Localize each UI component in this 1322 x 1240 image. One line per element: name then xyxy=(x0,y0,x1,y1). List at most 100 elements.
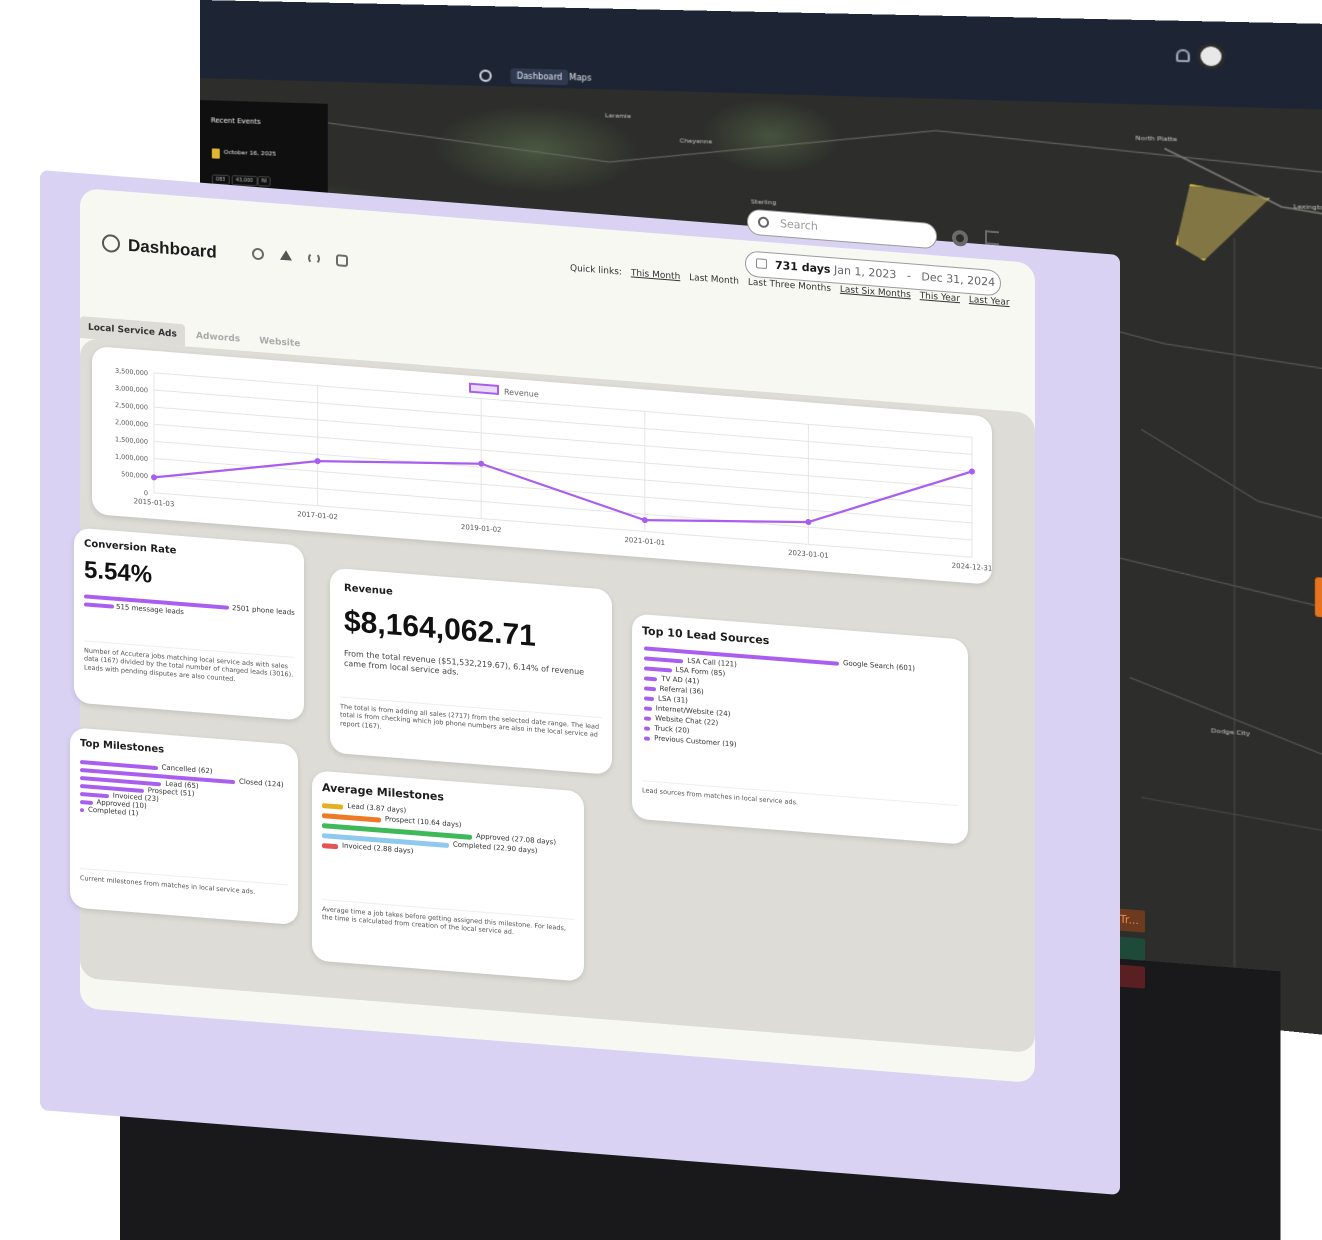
lead-sources-footnote: Lead sources from matches in local servi… xyxy=(642,780,958,820)
average-milestones-card: Average Milestones Lead (3.87 days) Prosp… xyxy=(312,770,584,982)
bar-label: Google Search (601) xyxy=(843,659,916,673)
bar-label: TV AD (41) xyxy=(661,674,700,686)
legend-swatch xyxy=(469,382,499,395)
x-tick-label: 2023-01-01 xyxy=(788,548,829,560)
report-icon[interactable] xyxy=(336,254,348,268)
bar xyxy=(644,656,684,664)
logo-icon xyxy=(102,233,120,254)
y-tick-label: 1,500,000 xyxy=(115,435,148,446)
adwords-icon[interactable] xyxy=(280,249,292,261)
gear-icon[interactable] xyxy=(952,229,968,247)
bar-label: Truck (20) xyxy=(654,724,690,735)
card-title: Conversion Rate xyxy=(84,538,177,557)
revenue-description: From the total revenue ($51,532,219.67),… xyxy=(344,648,585,678)
revenue-value: $8,164,062.71 xyxy=(344,604,536,653)
x-tick-label: 2015-01-03 xyxy=(134,496,175,508)
recent-events-title: Recent Events xyxy=(210,116,261,126)
dashboard-window: Dashboard Search 731 days Jan 1, 2023 - … xyxy=(70,188,1035,1084)
legend-label: Revenue xyxy=(504,387,539,399)
map-label-laramie: Laramie xyxy=(605,112,631,121)
bar-label: Prospect (10.64 days) xyxy=(384,814,462,830)
top-milestones-footnote: Current milestones from matches in local… xyxy=(80,868,288,899)
revenue-line xyxy=(153,460,973,524)
conversion-rate-value: 5.54% xyxy=(84,556,153,589)
gridline xyxy=(154,440,972,507)
conversion-rate-card: Conversion Rate 5.54% 2501 phone leads 5… xyxy=(74,527,304,721)
bar xyxy=(644,716,652,721)
x-tick-label: 2017-01-02 xyxy=(297,509,338,521)
new-button[interactable]: New xyxy=(1314,577,1322,621)
quick-link-this-year[interactable]: This Year xyxy=(919,291,960,305)
data-point xyxy=(805,519,812,526)
bell-icon[interactable] xyxy=(1175,48,1190,63)
bar-label: Closed (124) xyxy=(239,777,284,790)
data-point xyxy=(151,474,157,481)
data-point xyxy=(641,517,648,524)
bar xyxy=(644,686,656,692)
y-tick-label: 3,000,000 xyxy=(115,384,148,395)
average-milestones-footnote: Average time a job takes before getting … xyxy=(322,899,574,942)
phone-leads-label: 2501 phone leads xyxy=(232,603,295,617)
map-label-lexington: Lexington xyxy=(1293,202,1322,212)
date-range-days: 731 days xyxy=(775,258,831,277)
gauge-icon[interactable] xyxy=(252,247,264,261)
y-tick-label: 2,500,000 xyxy=(115,401,148,412)
gridline xyxy=(154,406,972,472)
page-title: Dashboard xyxy=(128,235,217,262)
event-date[interactable]: October 16, 2025 xyxy=(223,148,277,158)
bar xyxy=(322,813,381,823)
card-title: Top 10 Lead Sources xyxy=(642,624,770,648)
data-point xyxy=(478,460,485,467)
bar-label: Previous Customer (19) xyxy=(654,734,737,749)
map-label-sterling: Sterling xyxy=(750,198,777,207)
bar xyxy=(644,696,655,702)
bar xyxy=(80,800,93,805)
gridline xyxy=(154,492,972,558)
tab-maps[interactable]: Maps xyxy=(569,72,592,83)
bar xyxy=(644,646,839,666)
bar xyxy=(80,792,109,799)
gridline xyxy=(154,458,972,524)
card-title: Top Milestones xyxy=(80,738,165,756)
revenue-footnote: The total is from adding all sales (2717… xyxy=(340,696,602,749)
revenue-card: Revenue $8,164,062.71 From the total rev… xyxy=(330,567,612,775)
quick-link-last-month[interactable]: Last Month xyxy=(689,272,739,287)
y-tick-label: 3,500,000 xyxy=(115,367,148,378)
date-range-start: Jan 1, 2023 xyxy=(833,263,897,282)
bar xyxy=(644,706,652,712)
gridline xyxy=(154,389,972,455)
gridline xyxy=(154,475,972,541)
map-label-cheyenne: Cheyenne xyxy=(679,137,713,146)
data-point xyxy=(969,468,975,475)
quick-links-label: Quick links: xyxy=(570,263,622,278)
avatar[interactable] xyxy=(1196,42,1226,70)
tab-dashboard[interactable]: Dashboard xyxy=(510,68,569,86)
app-logo-icon xyxy=(479,69,492,83)
top-milestones-card: Top Milestones Cancelled (62) Closed (124… xyxy=(70,727,298,926)
bar-label: Lead (3.87 days) xyxy=(347,802,407,815)
wifi-icon[interactable] xyxy=(308,251,320,265)
quick-link-last-year[interactable]: Last Year xyxy=(968,294,1010,309)
y-tick-label: 2,000,000 xyxy=(115,418,148,429)
date-range-separator: - xyxy=(906,269,911,283)
message-leads-bar xyxy=(84,602,114,609)
revenue-chart-card: Revenue 0 500,000 1,000,000 1,500,000 2,000,0… xyxy=(92,345,992,585)
bar xyxy=(644,666,672,673)
y-tick-label: 0 xyxy=(144,489,148,497)
bar xyxy=(322,803,344,810)
data-point xyxy=(314,458,321,465)
bar xyxy=(322,843,338,850)
bar-label: Cancelled (62) xyxy=(161,763,213,776)
revenue-chart: Revenue 0 500,000 1,000,000 1,500,000 2,000,0… xyxy=(115,367,992,573)
x-tick-label: 2021-01-01 xyxy=(624,535,665,547)
y-tick-label: 500,000 xyxy=(121,470,148,480)
card-title: Revenue xyxy=(344,582,393,598)
card-title: Average Milestones xyxy=(322,781,444,804)
bar xyxy=(644,726,651,731)
bar xyxy=(644,736,651,741)
bar xyxy=(80,808,84,813)
logout-icon[interactable] xyxy=(985,230,999,246)
date-range-end: Dec 31, 2024 xyxy=(921,270,996,290)
gridline xyxy=(154,372,972,438)
quick-link-this-month[interactable]: This Month xyxy=(630,268,681,283)
